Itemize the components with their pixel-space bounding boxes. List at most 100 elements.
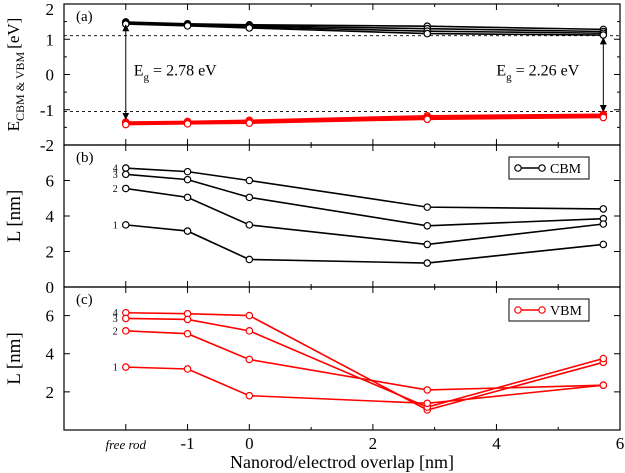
data-point: [183, 227, 192, 235]
level-label: 2: [113, 184, 118, 195]
y-tick-label: -1: [40, 101, 54, 120]
y-tick-label: 4: [46, 207, 55, 226]
data-point: [423, 399, 432, 408]
x-tick-label: free rod: [105, 437, 146, 452]
data-point: [121, 327, 130, 335]
data-point: [423, 29, 432, 38]
data-point: [245, 193, 254, 202]
series-line: [125, 366, 604, 405]
legend-marker: [514, 306, 522, 314]
data-point: [599, 113, 608, 122]
legend: VBM: [508, 298, 590, 322]
data-point: [183, 329, 192, 338]
legend-box: [508, 156, 590, 180]
y-tick-label: 4: [46, 345, 55, 364]
level-label: 1: [113, 363, 118, 374]
y-tick-label: 2: [46, 0, 55, 19]
data-point: [245, 255, 254, 264]
y-tick-label: 6: [46, 172, 55, 191]
legend-label: CBM: [550, 162, 582, 177]
level-label: 4: [113, 308, 118, 319]
plot-frame: [63, 286, 621, 431]
y-axis-label-sub: CBM & VBM: [13, 51, 27, 120]
data-point: [599, 240, 608, 249]
gap-label-sub: g: [506, 72, 512, 84]
data-point: [183, 175, 192, 184]
level-label: 2: [113, 326, 118, 337]
data-point: [183, 193, 192, 202]
y-axis-label: L [nm]: [4, 332, 25, 385]
x-tick-label: 4: [492, 434, 501, 453]
data-point: [599, 31, 608, 39]
gap-label-main: E: [134, 63, 144, 80]
gap-label: Eg = 2.78 eV: [134, 63, 217, 84]
data-point: [245, 176, 254, 185]
x-tick-label: 0: [245, 434, 254, 453]
data-point: [245, 24, 254, 32]
panel-label: (c): [76, 292, 93, 308]
y-axis-label-main: E: [4, 121, 23, 131]
data-point: [245, 355, 254, 364]
data-point: [245, 311, 254, 320]
y-axis-label-unit: [eV]: [4, 18, 23, 49]
data-point: [183, 365, 192, 373]
data-point: [423, 203, 432, 211]
y-tick-label: 6: [46, 307, 55, 326]
legend-box: [508, 298, 590, 322]
level-label: 4: [113, 164, 118, 175]
data-point: [183, 22, 192, 30]
data-point: [423, 386, 432, 394]
data-point: [599, 205, 608, 213]
data-point: [183, 167, 192, 176]
gap-label-sub: g: [144, 72, 150, 84]
y-tick-label: 1: [46, 30, 55, 49]
data-point: [183, 315, 192, 324]
y-axis-label: ECBM & VBM [eV]: [4, 18, 27, 132]
data-point: [423, 115, 432, 124]
data-point: [245, 327, 254, 335]
legend-label: VBM: [550, 304, 582, 319]
y-axis-label: L [nm]: [4, 190, 25, 243]
legend-marker: [514, 164, 522, 172]
level-label: 3: [113, 170, 118, 181]
gap-label: Eg = 2.26 eV: [496, 63, 579, 84]
data-point: [121, 170, 130, 179]
legend: CBM: [508, 156, 590, 180]
data-point: [245, 119, 254, 127]
series-line: [125, 311, 604, 411]
data-point: [423, 221, 432, 230]
series-line: [125, 317, 604, 408]
level-label: 1: [113, 220, 118, 231]
data-point: [121, 164, 130, 172]
data-point: [183, 120, 192, 128]
x-tick-label: -1: [180, 434, 194, 453]
data-point: [121, 314, 130, 323]
x-tick-label: 6: [616, 434, 625, 453]
x-axis-label: Nanorod/electrod overlap [nm]: [230, 452, 454, 472]
panel-label: (a): [76, 9, 93, 25]
data-point: [121, 184, 130, 193]
y-tick-label: 0: [46, 278, 55, 297]
data-point: [121, 363, 130, 371]
data-point: [245, 221, 254, 229]
gap-label-main: E: [496, 63, 506, 80]
level-label: 3: [113, 314, 118, 325]
series-line: [125, 173, 604, 227]
data-point: [121, 120, 130, 129]
legend-marker: [538, 164, 546, 172]
y-tick-label: 2: [46, 383, 55, 402]
series-line: [125, 224, 604, 264]
gap-label-value: = 2.26 eV: [512, 63, 580, 80]
gap-label-value: = 2.78 eV: [149, 63, 217, 80]
x-tick-label: 2: [369, 434, 378, 453]
data-point: [423, 259, 432, 267]
y-tick-label: -2: [40, 136, 54, 155]
legend-marker: [538, 306, 546, 314]
data-point: [599, 381, 608, 389]
panel-label: (b): [76, 150, 94, 166]
data-point: [423, 240, 432, 249]
